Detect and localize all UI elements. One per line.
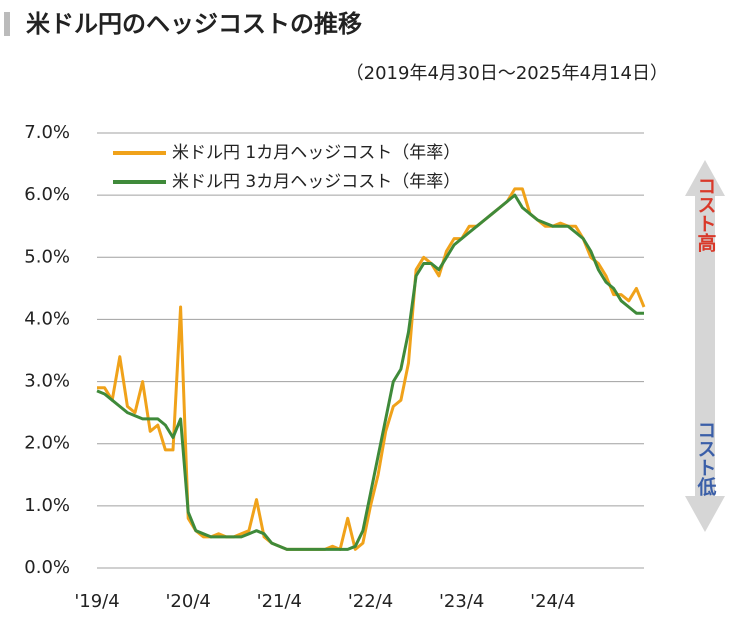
title-marker (4, 12, 10, 36)
x-tick-label: '21/4 (257, 591, 302, 612)
y-tick-label: 6.0% (24, 184, 70, 205)
x-tick-label: '23/4 (439, 591, 484, 612)
chart-title: 米ドル円のヘッジコストの推移 (26, 10, 362, 38)
y-tick-label: 0.0% (24, 557, 70, 578)
x-tick-label: '24/4 (530, 591, 575, 612)
y-tick-label: 1.0% (24, 495, 70, 516)
x-tick-label: '20/4 (165, 591, 210, 612)
legend-label: 米ドル円 3カ月ヘッジコスト（年率） (172, 172, 460, 192)
y-tick-label: 5.0% (24, 246, 70, 267)
y-tick-label: 4.0% (24, 308, 70, 329)
annotation-low: コスト低 (695, 420, 718, 497)
series-line (96, 193, 644, 551)
legend-label: 米ドル円 1カ月ヘッジコスト（年率） (172, 143, 460, 163)
x-tick-label: '19/4 (74, 591, 119, 612)
x-tick-label: '22/4 (348, 591, 393, 612)
y-tick-label: 3.0% (24, 371, 70, 392)
subtitle: （2019年4月30日～2025年4月14日） (346, 63, 668, 84)
annotation-high: コスト高 (695, 176, 717, 252)
y-tick-label: 2.0% (24, 433, 70, 454)
y-tick-label: 7.0% (24, 122, 70, 143)
range-arrow (685, 160, 725, 532)
